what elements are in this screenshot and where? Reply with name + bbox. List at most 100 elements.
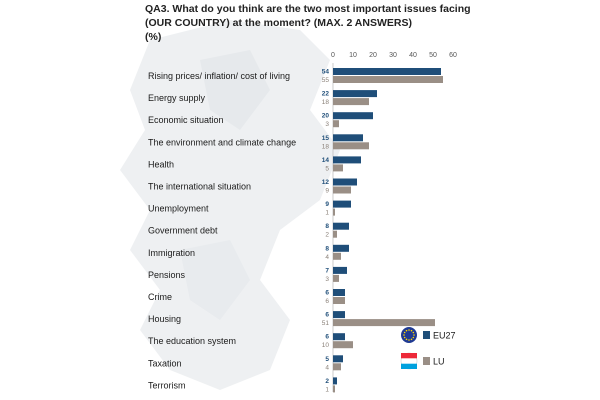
eu-flag-star [408, 329, 410, 331]
eu-flag-star [412, 336, 415, 339]
value-label-lu: 1 [325, 210, 329, 217]
value-label-eu27: 6 [325, 334, 329, 341]
x-tick-label: 0 [331, 52, 335, 59]
category-label: The education system [148, 336, 236, 346]
category-label: The environment and climate change [148, 137, 296, 147]
bar-eu27 [333, 134, 363, 142]
value-label-eu27: 2 [325, 378, 329, 385]
lu-flag-red-band [401, 353, 417, 359]
bar-lu [333, 274, 339, 282]
bar-eu27 [333, 377, 337, 385]
lu-flag-blue-band [401, 363, 417, 369]
category-label: Taxation [148, 358, 182, 368]
bar-eu27 [333, 311, 345, 319]
value-label-eu27: 9 [325, 201, 329, 208]
value-label-eu27: 8 [325, 223, 329, 230]
eu-flag-star [403, 334, 405, 336]
category-label: The international situation [148, 182, 251, 192]
bar-lu [333, 385, 335, 393]
category-label: Government debt [148, 226, 218, 236]
value-label-lu: 6 [325, 298, 329, 305]
value-label-eu27: 6 [325, 290, 329, 297]
bar-lu [333, 363, 341, 371]
bar-lu [333, 186, 351, 194]
value-label-eu27: 7 [325, 267, 329, 274]
value-label-eu27: 6 [325, 312, 329, 319]
x-tick-label: 40 [409, 52, 417, 59]
bar-lu [333, 341, 353, 349]
eu-flag-star [405, 329, 408, 332]
category-label: Immigration [148, 248, 195, 258]
value-label-lu: 3 [325, 276, 329, 283]
value-label-eu27: 22 [322, 91, 330, 98]
value-label-lu: 18 [322, 143, 330, 150]
value-label-lu: 55 [322, 77, 330, 84]
eu-flag-star [403, 331, 406, 334]
eu-flag-star [412, 331, 415, 334]
bar-eu27 [333, 112, 373, 120]
value-label-eu27: 54 [322, 69, 330, 76]
value-label-lu: 1 [325, 386, 329, 393]
legend-label-lu: LU [433, 357, 445, 367]
bar-eu27 [333, 244, 349, 252]
value-label-lu: 18 [322, 99, 330, 106]
bar-eu27 [333, 178, 357, 186]
value-label-eu27: 20 [322, 113, 330, 120]
value-label-lu: 4 [325, 254, 329, 261]
bar-lu [333, 208, 335, 216]
category-label: Energy supply [148, 93, 206, 103]
bar-lu [333, 164, 343, 172]
category-label: Housing [148, 314, 181, 324]
bar-lu [333, 319, 435, 327]
value-label-eu27: 5 [325, 356, 329, 363]
eu-flag-star [405, 338, 408, 341]
bar-lu [333, 76, 443, 83]
value-label-lu: 5 [325, 165, 329, 172]
value-label-eu27: 15 [322, 135, 330, 142]
value-label-eu27: 8 [325, 245, 329, 252]
bar-eu27 [333, 156, 361, 164]
bar-eu27 [333, 355, 343, 363]
bar-lu [333, 98, 369, 106]
legend-swatch-eu27 [423, 331, 430, 339]
category-label: Rising prices/ inflation/ cost of living [148, 71, 290, 81]
bar-eu27 [333, 289, 345, 296]
bar-eu27 [333, 222, 349, 230]
bar-eu27 [333, 333, 345, 341]
bar-lu [333, 142, 369, 150]
value-label-lu: 9 [325, 188, 329, 195]
eu-flag-star [410, 329, 413, 332]
value-label-eu27: 14 [322, 157, 330, 164]
chart-title: QA3. What do you think are the two most … [145, 2, 475, 44]
bar-lu [333, 120, 339, 128]
category-label: Economic situation [148, 115, 224, 125]
bar-eu27 [333, 200, 351, 208]
x-tick-label: 30 [389, 52, 397, 59]
category-label: Health [148, 159, 174, 169]
bar-lu [333, 297, 345, 304]
bar-lu [333, 252, 341, 260]
bar-eu27 [333, 68, 441, 75]
bar-eu27 [333, 90, 377, 98]
category-label: Terrorism [148, 380, 186, 390]
eu-flag-icon [401, 327, 417, 343]
legend-label-eu27: EU27 [433, 331, 456, 341]
eu-flag-star [403, 336, 406, 339]
bar-eu27 [333, 266, 347, 274]
category-label: Pensions [148, 270, 186, 280]
value-label-lu: 3 [325, 121, 329, 128]
value-label-eu27: 12 [322, 179, 330, 186]
title-line-1: QA3. What do you think are the two most … [145, 3, 471, 15]
x-tick-label: 60 [449, 52, 457, 59]
value-label-lu: 4 [325, 364, 329, 371]
eu-flag-star [410, 338, 413, 341]
category-label: Crime [148, 292, 172, 302]
title-unit: (%) [145, 31, 162, 43]
x-tick-label: 10 [349, 52, 357, 59]
bar-lu [333, 230, 337, 238]
category-label: Unemployment [148, 204, 209, 214]
x-tick-label: 20 [369, 52, 377, 59]
legend-swatch-lu [423, 357, 430, 365]
